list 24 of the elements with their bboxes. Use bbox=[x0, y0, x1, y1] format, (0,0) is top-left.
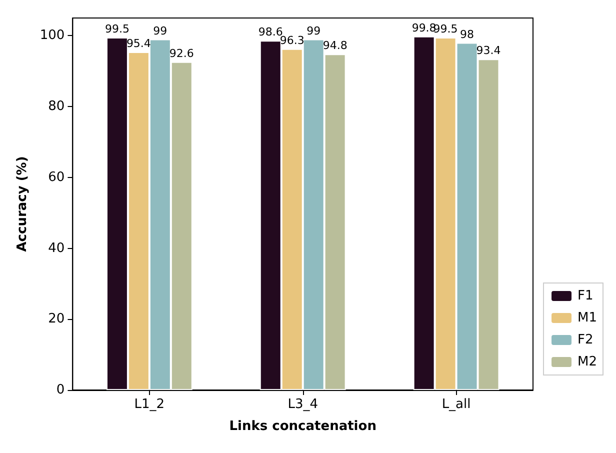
x-tick-label: L3_4 bbox=[288, 397, 318, 412]
legend-label: F1 bbox=[578, 288, 594, 304]
x-tick-label: L_all bbox=[442, 397, 471, 412]
data-label: 93.4 bbox=[476, 44, 501, 58]
data-label: 94.8 bbox=[322, 39, 348, 52]
y-tick-label: 0 bbox=[56, 382, 65, 398]
data-label: 99.5 bbox=[104, 22, 130, 36]
legend-label: M1 bbox=[578, 310, 598, 326]
y-tick-label: 100 bbox=[40, 28, 65, 44]
x-tick-label: L1_2 bbox=[134, 397, 165, 412]
data-label: 99 bbox=[306, 24, 321, 38]
data-label: 95.4 bbox=[126, 37, 151, 50]
data-label: 99.5 bbox=[433, 22, 458, 36]
y-axis-title: Accuracy (%) bbox=[15, 156, 30, 252]
data-label: 98 bbox=[460, 28, 474, 41]
y-tick-label: 80 bbox=[48, 99, 65, 114]
legend-label: M2 bbox=[578, 354, 598, 370]
y-tick-label: 60 bbox=[48, 170, 65, 185]
legend-label: F2 bbox=[578, 332, 594, 348]
data-label: 92.6 bbox=[169, 46, 194, 60]
y-tick-label: 40 bbox=[48, 240, 65, 256]
x-axis-title: Links concatenation bbox=[229, 419, 376, 434]
data-label: 99 bbox=[153, 24, 168, 38]
y-tick-label: 20 bbox=[48, 312, 65, 327]
